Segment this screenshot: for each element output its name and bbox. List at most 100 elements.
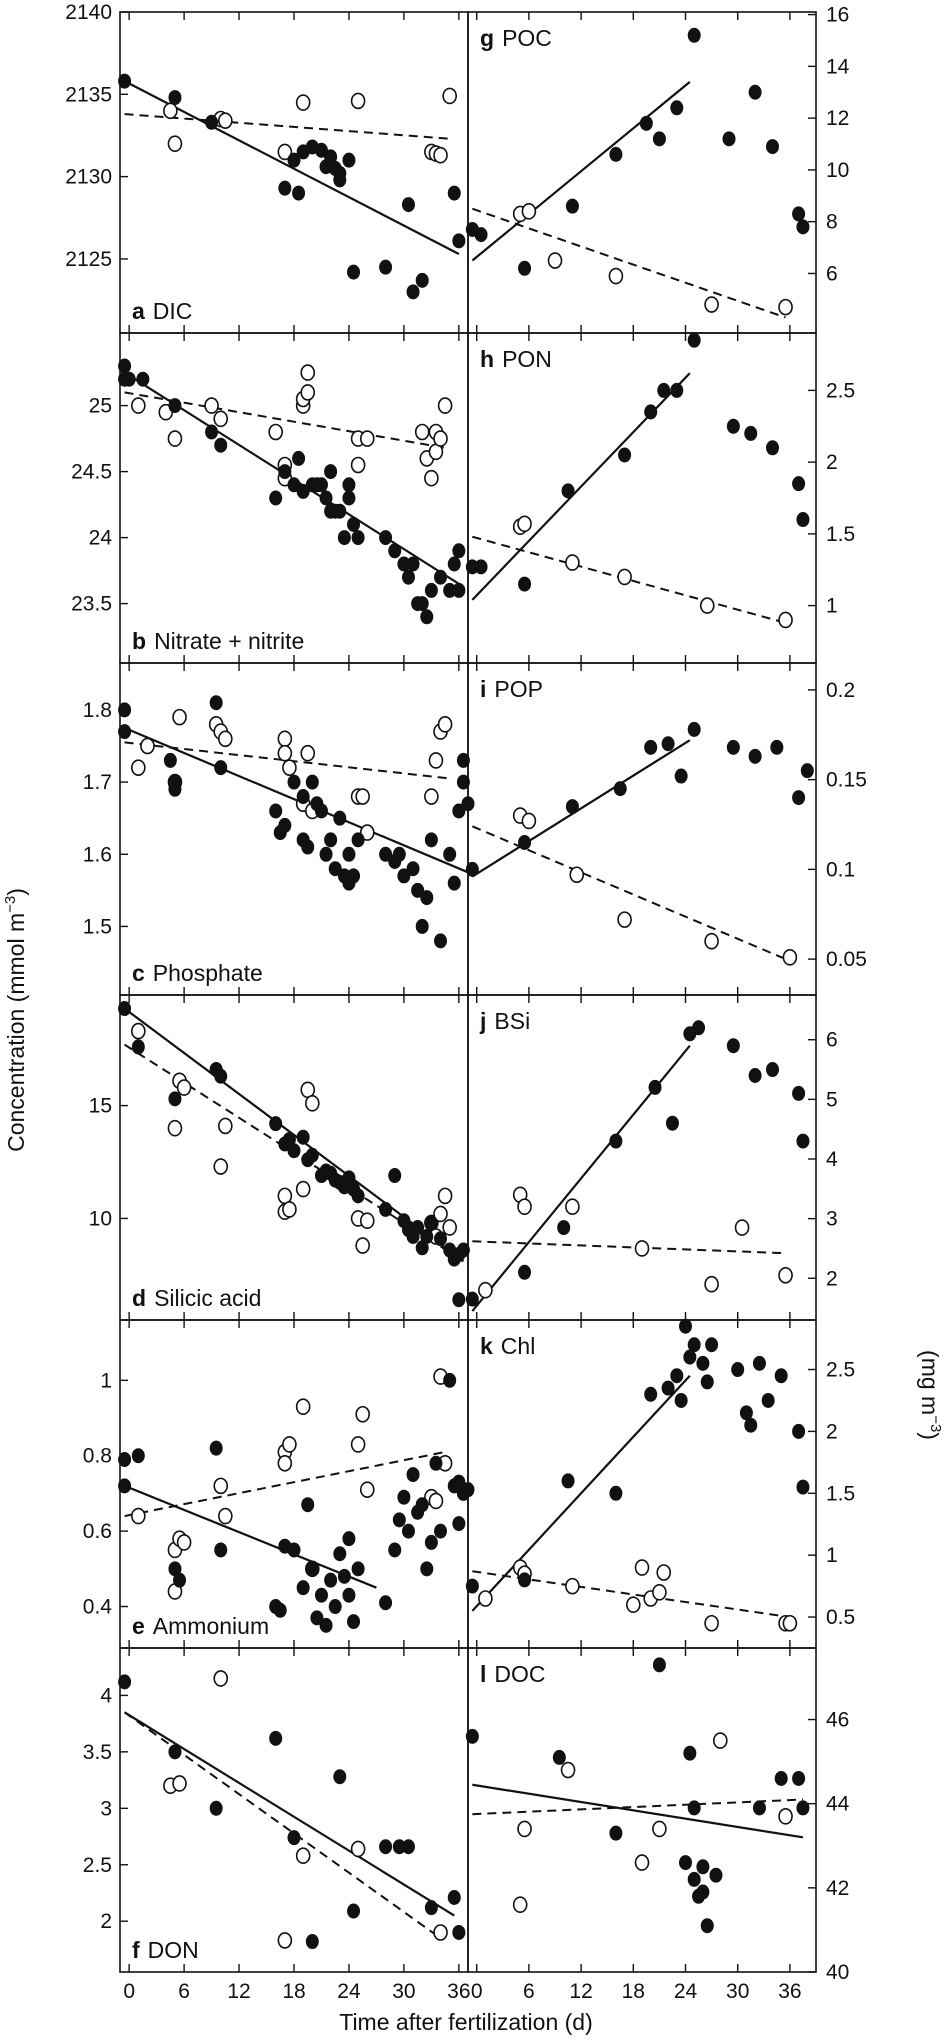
filled-point (406, 861, 420, 877)
open-point (167, 1119, 183, 1137)
open-point (778, 1266, 793, 1284)
filled-point (744, 1417, 758, 1433)
panel-letter: c (132, 960, 145, 986)
y-tick-label: 1 (100, 1369, 112, 1392)
filled-point (447, 875, 461, 891)
filled-point (292, 185, 306, 201)
filled-point (269, 1730, 283, 1746)
open-point (350, 456, 366, 474)
panel-label: f DON (132, 1937, 199, 1963)
filled-point (392, 846, 406, 862)
filled-point (214, 1542, 228, 1558)
y-tick-label: 24.5 (71, 461, 112, 484)
open-point (277, 744, 293, 762)
filled-point (644, 404, 658, 420)
panel-letter: g (480, 25, 494, 51)
open-point (512, 1896, 528, 1913)
y-axis-label-right-end: ) (917, 1432, 943, 1440)
panel-letter: j (479, 1008, 486, 1034)
y-tick-label: 16 (826, 4, 849, 27)
y-tick-label: 42 (826, 1877, 849, 1900)
y-tick-label: 0.15 (826, 769, 867, 792)
open-point (437, 1187, 453, 1205)
open-point (355, 788, 370, 805)
open-point (176, 1079, 192, 1096)
filled-point (452, 233, 466, 249)
fit-line-open (472, 535, 786, 624)
y-tick-label: 15 (89, 1095, 112, 1118)
open-point (131, 1507, 146, 1525)
filled-point (670, 100, 684, 116)
filled-point (752, 1355, 766, 1371)
filled-point (411, 1219, 425, 1235)
filled-point (333, 503, 347, 519)
y-tick-label: 2.5 (83, 1854, 112, 1877)
filled-point (565, 799, 579, 815)
filled-point (392, 1512, 406, 1528)
open-point (712, 1732, 728, 1749)
panel-frame (467, 332, 817, 664)
open-point (295, 94, 311, 111)
filled-point (214, 437, 228, 453)
panel-title: Chl (501, 1333, 536, 1359)
panel-title: Ammonium (153, 1613, 269, 1639)
open-point (167, 135, 183, 152)
filled-point (347, 516, 361, 532)
filled-point (420, 609, 434, 625)
y-tick-label: 1.6 (83, 843, 112, 866)
panel-g: 6 8 10 12 14 16 g POC (465, 4, 850, 334)
open-point (350, 1436, 366, 1453)
open-point (350, 1840, 366, 1858)
panel-frame (467, 662, 817, 996)
open-point (218, 730, 233, 748)
open-point (699, 597, 715, 614)
fit-line-open (124, 741, 450, 780)
panel-letter: k (480, 1333, 493, 1359)
panel-frame (119, 1647, 469, 1973)
filled-point (324, 832, 338, 848)
y-tick-label: 0.05 (826, 948, 867, 971)
filled-point (644, 739, 658, 755)
filled-point (561, 483, 575, 499)
y-tick-label: 2125 (65, 248, 112, 271)
open-point (176, 1534, 192, 1551)
open-point (213, 1670, 229, 1687)
x-tick-label: 30 (726, 1980, 749, 2003)
filled-point (301, 839, 315, 855)
filled-point (518, 1264, 532, 1280)
filled-point (792, 1085, 806, 1101)
open-point (634, 1854, 650, 1871)
open-point (704, 1275, 719, 1293)
y-axis-label-left: Concentration (mmol m−3) (2, 888, 29, 1152)
filled-point (696, 1859, 710, 1875)
x-axis-label: Time after fertilization (d) (339, 2009, 593, 2035)
filled-point (774, 1770, 788, 1786)
filled-point (205, 114, 219, 130)
y-tick-label: 25 (89, 395, 112, 418)
panel-b: 23.5 24 24.5 25 b Nitrate + nitrite (71, 332, 469, 664)
y-tick-label: 44 (826, 1793, 850, 1816)
filled-point (342, 846, 356, 862)
y-tick-label: 2135 (65, 83, 112, 106)
open-point (305, 1095, 320, 1112)
filled-point (342, 152, 356, 168)
filled-point (722, 131, 736, 147)
filled-point (609, 1825, 623, 1841)
open-point (277, 1932, 293, 1949)
filled-point (443, 1372, 457, 1388)
open-point (277, 143, 293, 161)
filled-point (205, 424, 219, 440)
panel-i: 0.05 0.1 0.15 0.2 i POP (465, 662, 867, 996)
filled-point (415, 596, 429, 612)
filled-point (796, 1133, 810, 1149)
y-tick-label: 23.5 (71, 593, 112, 616)
filled-point (415, 1497, 429, 1513)
filled-point (328, 861, 342, 877)
filled-point (424, 1215, 438, 1231)
filled-point (278, 464, 292, 480)
filled-point (687, 332, 701, 348)
filled-point (705, 1337, 719, 1353)
y-tick-label: 2.5 (826, 1359, 855, 1382)
filled-point (118, 1478, 132, 1494)
